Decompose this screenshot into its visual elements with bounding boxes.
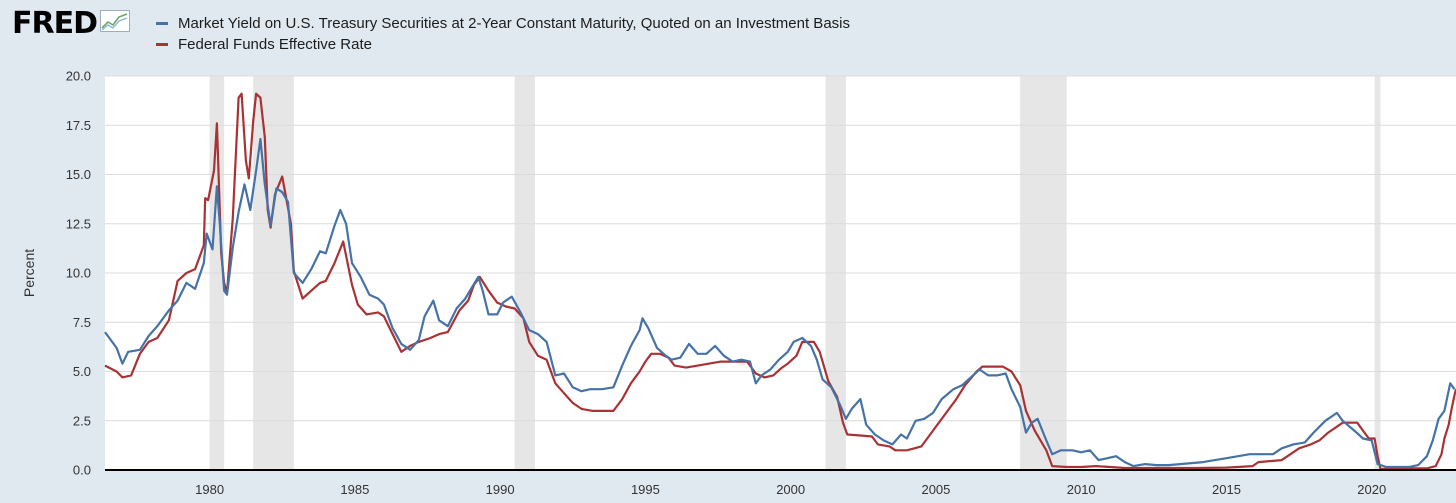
x-tick-label: 2015 — [1212, 482, 1241, 497]
x-tick-label: 1980 — [195, 482, 224, 497]
x-tick-label: 1995 — [631, 482, 660, 497]
legend-swatch — [156, 43, 168, 46]
y-tick-label: 2.5 — [73, 413, 91, 428]
series-line-treasury-2yr — [104, 137, 1456, 469]
y-tick-label: 7.5 — [73, 315, 91, 330]
legend-swatch — [156, 22, 168, 25]
logo-text: FRED — [12, 5, 98, 41]
y-tick-label: 17.5 — [66, 118, 91, 133]
legend-item-fedfunds[interactable]: Federal Funds Effective Rate — [156, 34, 850, 55]
x-tick-label: 2020 — [1357, 482, 1386, 497]
y-axis-title: Percent — [21, 249, 37, 297]
y-tick-label: 5.0 — [73, 364, 91, 379]
legend-label: Market Yield on U.S. Treasury Securities… — [178, 15, 850, 32]
x-tick-label: 1985 — [340, 482, 369, 497]
series-lines — [104, 92, 1456, 471]
chart-legend: Market Yield on U.S. Treasury Securities… — [156, 13, 850, 55]
x-tick-label: 1990 — [486, 482, 515, 497]
y-tick-label: 10.0 — [66, 266, 91, 281]
legend-label: Federal Funds Effective Rate — [178, 36, 372, 53]
fred-logo[interactable]: FRED — [12, 4, 130, 42]
chart-line-icon — [100, 9, 130, 37]
series-line-fed-funds — [104, 92, 1456, 471]
y-tick-label: 15.0 — [66, 167, 91, 182]
x-tick-label: 2000 — [776, 482, 805, 497]
y-tick-label: 0.0 — [73, 463, 91, 478]
x-tick-label: 2005 — [921, 482, 950, 497]
x-tick-labels: 1980 1985 1990 1995 2000 2005 2010 2015 2020 — [195, 482, 1386, 497]
y-tick-labels: 0.0 2.5 5.0 7.5 10.0 12.5 15.0 17.5 20.0 — [66, 69, 91, 478]
legend-item-treasury[interactable]: Market Yield on U.S. Treasury Securities… — [156, 13, 850, 34]
x-tick-label: 2010 — [1067, 482, 1096, 497]
y-tick-label: 12.5 — [66, 216, 91, 231]
chart-header: FRED Market Yield on U.S. Treasury Secur… — [0, 0, 1456, 62]
y-tick-label: 20.0 — [66, 69, 91, 84]
